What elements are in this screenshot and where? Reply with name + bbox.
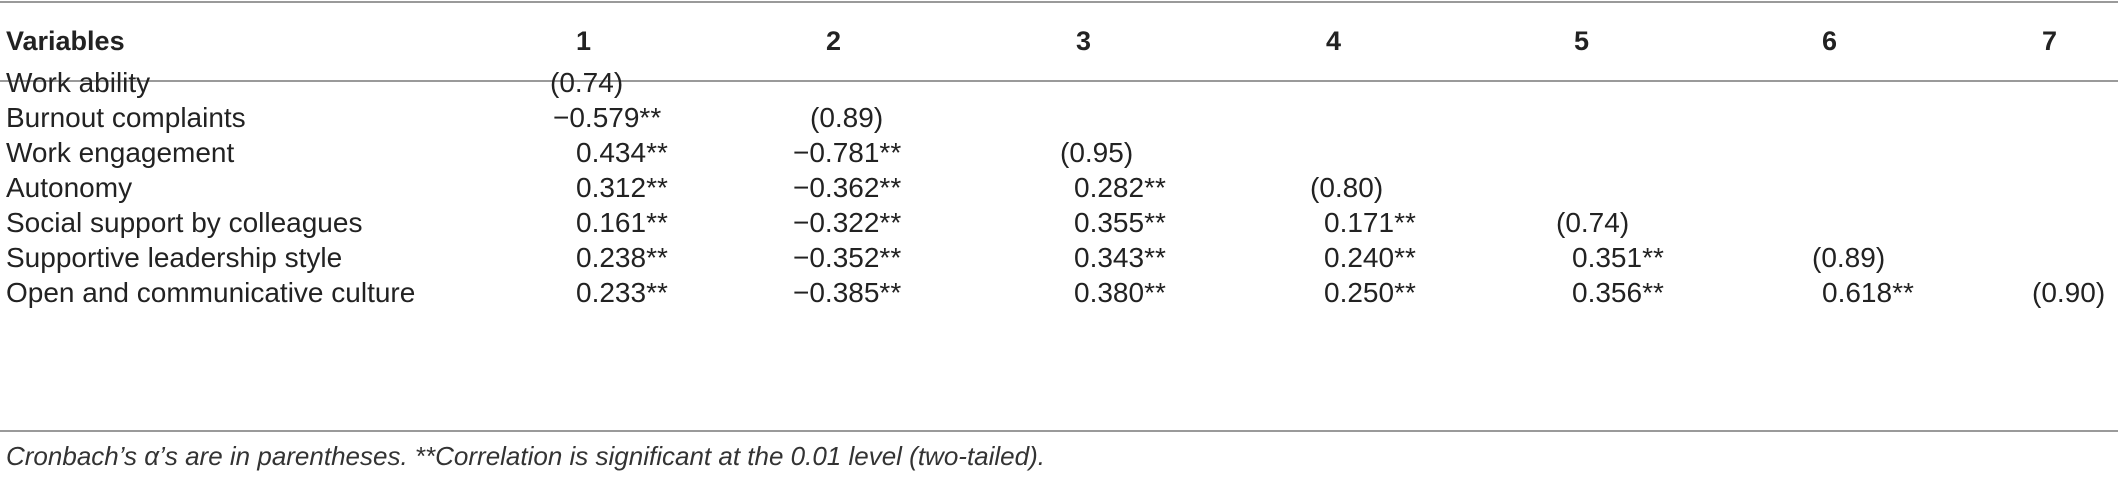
header-col-4: 4	[1326, 26, 1342, 56]
row-label: Work engagement	[6, 137, 235, 168]
cell-col-3: 0.282**	[1074, 172, 1166, 203]
cell-col-4: 0.171**	[1324, 207, 1416, 238]
row-label: Open and communicative culture	[6, 277, 416, 308]
row-label: Work ability	[6, 67, 151, 98]
cell-col-1: 0.233**	[576, 277, 668, 308]
cell-col-1: 0.312**	[576, 172, 668, 203]
table-row: Autonomy 0.312** −0.362** 0.282** (0.80)	[0, 165, 2118, 211]
table-row: Burnout complaints −0.579** (0.89)	[0, 95, 2118, 141]
header-col-3: 3	[1076, 26, 1092, 56]
header-col-2: 2	[826, 26, 842, 56]
cell-col-2: −0.322**	[793, 207, 902, 238]
row-label: Supportive leadership style	[6, 242, 343, 273]
cell-col-2: −0.362**	[793, 172, 902, 203]
header-rule	[0, 80, 2118, 82]
cell-col-1: (0.74)	[550, 67, 624, 98]
row-label: Social support by colleagues	[6, 207, 363, 238]
table-row: Social support by colleagues 0.161** −0.…	[0, 200, 2118, 246]
cell-col-3: 0.355**	[1074, 207, 1166, 238]
header-col-7: 7	[2042, 26, 2058, 56]
table-header-row: Variables 1 2 3 4 5 6 7	[0, 18, 2118, 64]
cell-col-5: 0.356**	[1572, 277, 1664, 308]
top-rule	[0, 1, 2118, 3]
cell-col-3: (0.95)	[1060, 137, 1134, 168]
table-row: Work engagement 0.434** −0.781** (0.95)	[0, 130, 2118, 176]
cell-col-4: 0.250**	[1324, 277, 1416, 308]
cell-col-7: (0.90)	[2032, 277, 2106, 308]
cell-col-6: (0.89)	[1812, 242, 1886, 273]
cell-col-1: 0.434**	[576, 137, 668, 168]
cell-col-4: 0.240**	[1324, 242, 1416, 273]
cell-col-2: −0.781**	[793, 137, 902, 168]
cell-col-2: −0.352**	[793, 242, 902, 273]
cell-col-2: −0.385**	[793, 277, 902, 308]
cell-col-3: 0.380**	[1074, 277, 1166, 308]
header-col-6: 6	[1822, 26, 1838, 56]
cell-col-4: (0.80)	[1310, 172, 1384, 203]
table-footnote: Cronbach’s α’s are in parentheses. **Cor…	[6, 441, 1045, 471]
cell-col-1: 0.161**	[576, 207, 668, 238]
cell-col-1: −0.579**	[553, 102, 662, 133]
cell-col-5: 0.351**	[1572, 242, 1664, 273]
table-row: Open and communicative culture 0.233** −…	[0, 270, 2118, 316]
header-variables: Variables	[6, 26, 125, 56]
cell-col-1: 0.238**	[576, 242, 668, 273]
cell-col-6: 0.618**	[1822, 277, 1914, 308]
table-row: Work ability (0.74)	[0, 60, 2118, 106]
header-col-5: 5	[1574, 26, 1590, 56]
row-label: Autonomy	[6, 172, 133, 203]
cell-col-5: (0.74)	[1556, 207, 1630, 238]
table-row: Supportive leadership style 0.238** −0.3…	[0, 235, 2118, 281]
header-col-1: 1	[576, 26, 592, 56]
cell-col-3: 0.343**	[1074, 242, 1166, 273]
row-label: Burnout complaints	[6, 102, 246, 133]
bottom-rule	[0, 430, 2118, 432]
cell-col-2: (0.89)	[810, 102, 884, 133]
